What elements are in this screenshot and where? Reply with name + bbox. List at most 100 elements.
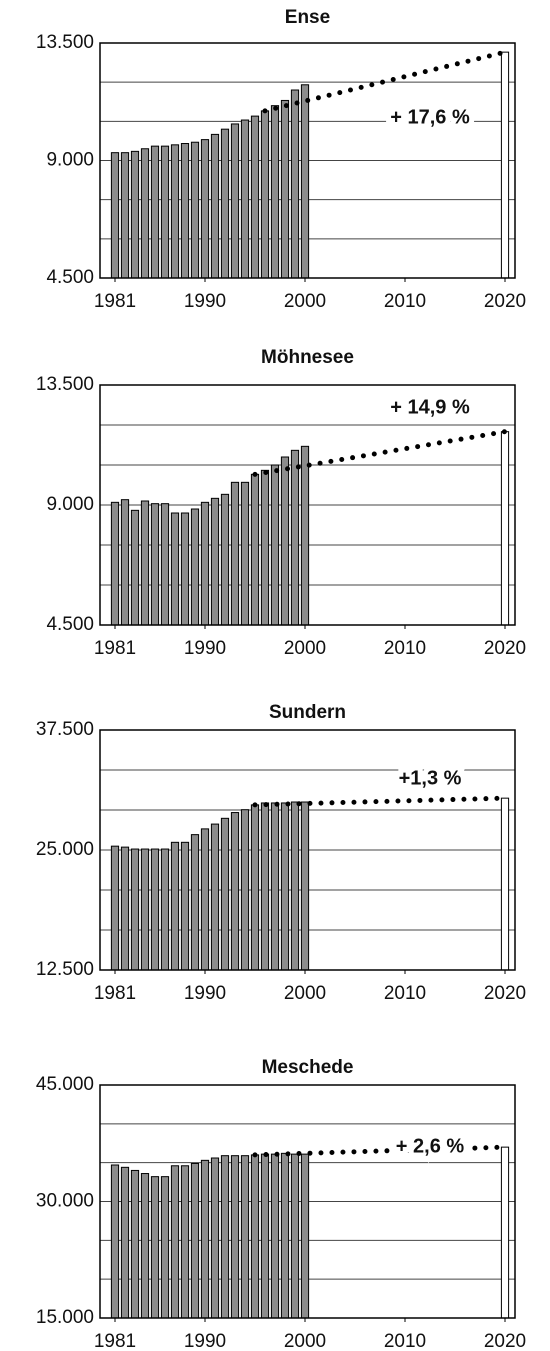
bar <box>120 1166 130 1319</box>
bar <box>180 1165 190 1319</box>
panel: Meschede 15.000 30.000 45.000 1981 1990 2000 20… <box>36 1057 526 1351</box>
bar <box>200 1159 210 1319</box>
x-tick-label: 1990 <box>184 1331 226 1351</box>
bar <box>230 1155 240 1319</box>
bar <box>240 481 250 626</box>
y-tick-label: 25.000 <box>36 839 94 860</box>
chart-title: Ense <box>285 7 330 28</box>
bar <box>210 497 220 626</box>
bar <box>200 828 210 971</box>
x-tick-label: 2000 <box>284 1331 326 1351</box>
bar <box>250 115 260 279</box>
bar <box>200 139 210 279</box>
bar <box>190 834 200 971</box>
panel: Möhnesee 4.500 9.000 13.500 1981 1990 2000 2010… <box>36 347 526 659</box>
projection-line <box>252 1144 508 1158</box>
bar <box>260 469 270 626</box>
y-tick-label: 15.000 <box>36 1307 94 1328</box>
panel: Ense 4.500 9.000 13.500 1981 1990 2000 2010 2020… <box>36 7 526 312</box>
bar <box>240 1155 250 1319</box>
bar <box>180 143 190 279</box>
bar <box>160 848 170 971</box>
projection-bar <box>500 431 510 626</box>
bar <box>230 123 240 279</box>
bar <box>180 512 190 626</box>
bar <box>290 801 300 971</box>
bar <box>170 512 180 626</box>
bar <box>300 445 310 626</box>
plot-frame <box>99 384 516 626</box>
bar <box>270 802 280 971</box>
annotation: + 2,6 % <box>396 1135 465 1157</box>
bar <box>130 848 140 971</box>
bar <box>190 141 200 279</box>
bar <box>230 481 240 626</box>
bar <box>210 1157 220 1319</box>
x-tick-label: 1981 <box>94 291 136 312</box>
y-tick-label: 45.000 <box>36 1074 94 1095</box>
bar <box>140 500 150 626</box>
bar <box>170 841 180 971</box>
projection-bar <box>500 797 510 971</box>
bar <box>170 144 180 279</box>
bar <box>110 1164 120 1319</box>
x-tick-label: 2020 <box>484 983 526 1004</box>
bar <box>290 449 300 626</box>
bar <box>150 848 160 971</box>
bar <box>220 128 230 279</box>
y-tick-label: 12.500 <box>36 959 94 980</box>
bar <box>270 1153 280 1319</box>
bar <box>170 1165 180 1319</box>
annotation: +1,3 % <box>399 767 462 789</box>
x-tick-label: 2020 <box>484 1331 526 1351</box>
projection-line <box>252 795 508 808</box>
bar <box>250 1154 260 1319</box>
x-tick-label: 2010 <box>384 983 426 1004</box>
x-tick-label: 1981 <box>94 983 136 1004</box>
bar <box>160 1176 170 1319</box>
bar <box>220 1155 230 1319</box>
x-tick-label: 2010 <box>384 291 426 312</box>
y-tick-label: 4.500 <box>46 614 94 635</box>
bar <box>220 817 230 971</box>
bar <box>290 1153 300 1319</box>
bar <box>300 84 310 279</box>
bar <box>120 499 130 626</box>
bar <box>140 1173 150 1319</box>
projection-bar <box>500 51 510 279</box>
bar <box>160 503 170 626</box>
y-tick-label: 30.000 <box>36 1191 94 1212</box>
chart-title: Möhnesee <box>261 347 354 368</box>
x-tick-label: 2010 <box>384 1331 426 1351</box>
x-tick-label: 1990 <box>184 983 226 1004</box>
annotation: + 17,6 % <box>390 106 470 128</box>
bar <box>120 846 130 971</box>
bar <box>260 802 270 971</box>
bar <box>210 823 220 971</box>
plot-frame <box>99 42 516 279</box>
chart-title: Meschede <box>262 1057 354 1078</box>
bar <box>130 509 140 626</box>
x-tick-label: 2000 <box>284 638 326 659</box>
bar <box>220 493 230 626</box>
y-tick-label: 13.500 <box>36 32 94 53</box>
x-tick-label: 2020 <box>484 638 526 659</box>
x-tick-label: 2020 <box>484 291 526 312</box>
bar <box>300 1153 310 1319</box>
bar <box>250 804 260 971</box>
projection-bar <box>500 1146 510 1319</box>
annotation: + 14,9 % <box>390 396 470 418</box>
bar <box>130 1169 140 1319</box>
bar <box>190 508 200 626</box>
bar <box>110 501 120 626</box>
bar <box>250 473 260 626</box>
plot-frame <box>99 729 516 971</box>
y-tick-label: 37.500 <box>36 719 94 740</box>
bar <box>230 812 240 971</box>
x-tick-label: 2010 <box>384 638 426 659</box>
bar <box>280 802 290 971</box>
bar <box>150 1176 160 1319</box>
bar <box>270 105 280 279</box>
bar <box>160 145 170 279</box>
